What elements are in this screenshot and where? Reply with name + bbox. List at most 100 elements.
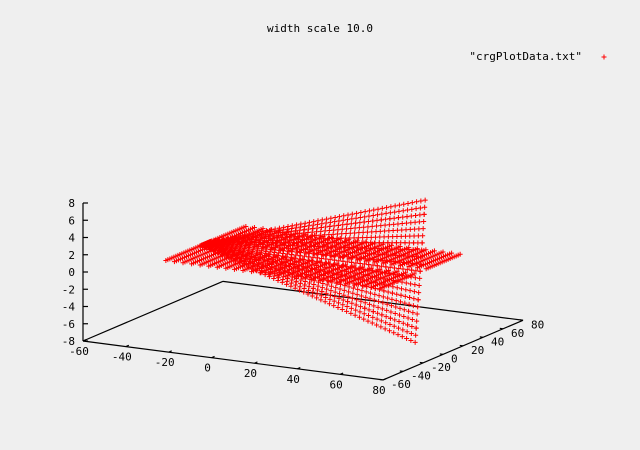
far-axis-line xyxy=(222,280,524,321)
data-point xyxy=(370,268,376,274)
data-point xyxy=(398,233,404,239)
data-point xyxy=(382,270,388,276)
data-point xyxy=(331,298,337,304)
data-point xyxy=(345,299,351,305)
data-point xyxy=(384,205,390,211)
data-point xyxy=(353,307,359,313)
data-point xyxy=(349,211,355,217)
data-point xyxy=(381,240,387,246)
data-point xyxy=(375,206,381,212)
data-point xyxy=(407,295,413,301)
data-point xyxy=(412,219,418,225)
x-tick-label: 20 xyxy=(244,367,257,380)
data-point xyxy=(251,230,257,236)
data-point xyxy=(384,246,390,252)
data-point xyxy=(367,245,373,251)
data-point xyxy=(415,297,421,303)
data-point xyxy=(368,285,374,291)
y-tick-label: 80 xyxy=(531,318,544,331)
data-point xyxy=(330,231,336,237)
data-point xyxy=(410,310,416,316)
data-point xyxy=(413,261,419,267)
data-point xyxy=(319,217,325,223)
data-point xyxy=(397,253,403,259)
data-point xyxy=(383,320,389,326)
data-point xyxy=(374,322,380,328)
data-points xyxy=(163,197,463,345)
legend-marker xyxy=(601,54,607,60)
data-point xyxy=(409,324,415,330)
data-point xyxy=(329,279,335,285)
data-point xyxy=(370,309,376,315)
data-point xyxy=(333,280,339,286)
data-point xyxy=(331,257,337,263)
data-point xyxy=(418,261,424,267)
data-point xyxy=(375,304,381,310)
data-point xyxy=(359,245,365,251)
data-point xyxy=(339,272,345,278)
data-point xyxy=(375,212,381,218)
data-point xyxy=(377,266,383,272)
data-point xyxy=(373,274,379,280)
data-point xyxy=(347,230,353,236)
data-point xyxy=(405,260,411,266)
data-point xyxy=(420,226,426,232)
data-point xyxy=(371,303,377,309)
data-point xyxy=(335,227,341,233)
data-point xyxy=(361,266,367,272)
data-point xyxy=(397,246,403,252)
data-point xyxy=(414,254,420,260)
data-point xyxy=(377,228,383,234)
data-point xyxy=(416,226,422,232)
data-point xyxy=(357,266,363,272)
data-point xyxy=(391,265,397,271)
data-point xyxy=(336,258,342,264)
data-point xyxy=(360,272,366,278)
data-point xyxy=(387,264,393,270)
x-tick xyxy=(339,372,344,375)
data-point xyxy=(344,226,350,232)
data-point xyxy=(387,271,393,277)
back-axis-line xyxy=(82,280,224,342)
data-point xyxy=(329,240,335,246)
data-point xyxy=(386,277,392,283)
data-point xyxy=(332,248,338,254)
data-point xyxy=(417,268,423,274)
data-point xyxy=(276,225,282,231)
data-point xyxy=(272,226,278,232)
data-point xyxy=(339,268,345,274)
data-point xyxy=(410,303,416,309)
data-point xyxy=(391,271,397,277)
data-point xyxy=(354,292,360,298)
data-point xyxy=(359,288,365,294)
data-point xyxy=(390,284,396,290)
data-point xyxy=(416,283,422,289)
data-point xyxy=(421,211,427,217)
data-point xyxy=(394,285,400,291)
chart-title: width scale 10.0 xyxy=(267,22,373,35)
data-point xyxy=(366,208,372,214)
data-point xyxy=(360,235,366,241)
data-point xyxy=(374,316,380,322)
y-tick-label: -40 xyxy=(411,369,431,382)
data-point xyxy=(348,221,354,227)
data-point xyxy=(352,230,358,236)
data-point xyxy=(385,240,391,246)
data-point xyxy=(381,282,387,288)
data-point xyxy=(374,223,380,229)
data-point xyxy=(383,210,389,216)
data-point xyxy=(363,289,369,295)
data-point xyxy=(332,214,338,220)
data-point xyxy=(347,235,353,241)
data-point xyxy=(423,247,429,253)
data-point xyxy=(348,305,354,311)
data-point xyxy=(379,263,385,269)
data-point xyxy=(399,286,405,292)
data-point xyxy=(367,301,373,307)
data-point xyxy=(361,219,367,225)
data-point xyxy=(419,247,425,253)
data-point xyxy=(418,198,424,204)
data-point xyxy=(326,269,332,275)
data-point xyxy=(311,219,317,225)
data-point xyxy=(374,217,380,223)
